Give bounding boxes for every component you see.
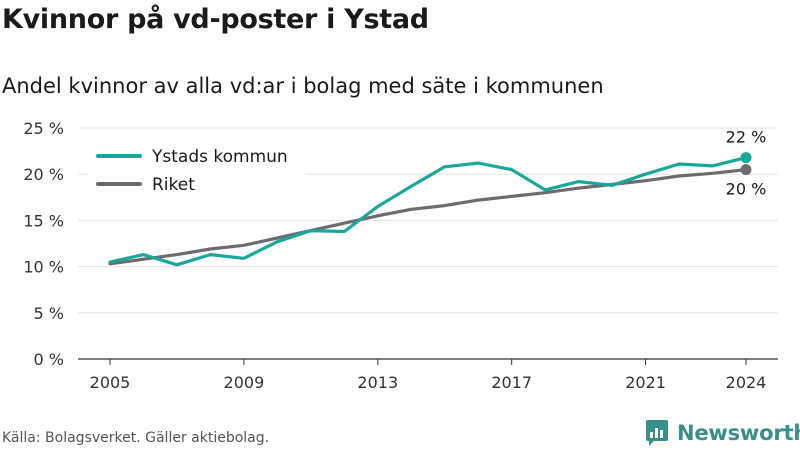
legend-label-ystads-kommun: Ystads kommun [151, 147, 288, 167]
y-tick-label: 20 % [23, 165, 64, 184]
x-tick-label: 2017 [491, 373, 532, 392]
source-note: Källa: Bolagsverket. Gäller aktiebolag. [2, 430, 270, 446]
end-point-ystads-kommun [740, 152, 752, 164]
series-line-riket [108, 168, 748, 266]
x-tick-label: 2005 [90, 373, 131, 392]
x-tick-label: 2009 [224, 373, 265, 392]
brand-name: Newsworthy [677, 421, 800, 445]
chart-subtitle: Andel kvinnor av alla vd:ar i bolag med … [2, 74, 604, 98]
chart-title: Kvinnor på vd-poster i Ystad [2, 4, 429, 35]
legend-background [88, 142, 306, 200]
y-tick-label: 15 % [23, 211, 64, 230]
newsworthy-logo-icon [646, 420, 668, 446]
end-label-ystads-kommun: 22 % [726, 128, 767, 147]
line-chart: 0 % 5 % 10 % 15 % 20 % 25 % 2005 2009 2013 2017 20… [23, 119, 778, 392]
y-tick-label: 5 % [34, 304, 64, 323]
legend-label-riket: Riket [152, 175, 195, 195]
x-tick-label: 2024 [726, 373, 767, 392]
end-label-riket: 20 % [726, 180, 767, 199]
y-tick-label: 10 % [23, 258, 64, 277]
y-tick-label: 25 % [23, 119, 64, 138]
y-tick-label: 0 % [34, 350, 64, 369]
series-line-ystads-kommun [108, 156, 748, 267]
brand-logo: Newsworthy [644, 419, 800, 447]
end-point-riket [740, 164, 752, 176]
x-tick-label: 2021 [625, 373, 666, 392]
x-tick-label: 2013 [357, 373, 398, 392]
